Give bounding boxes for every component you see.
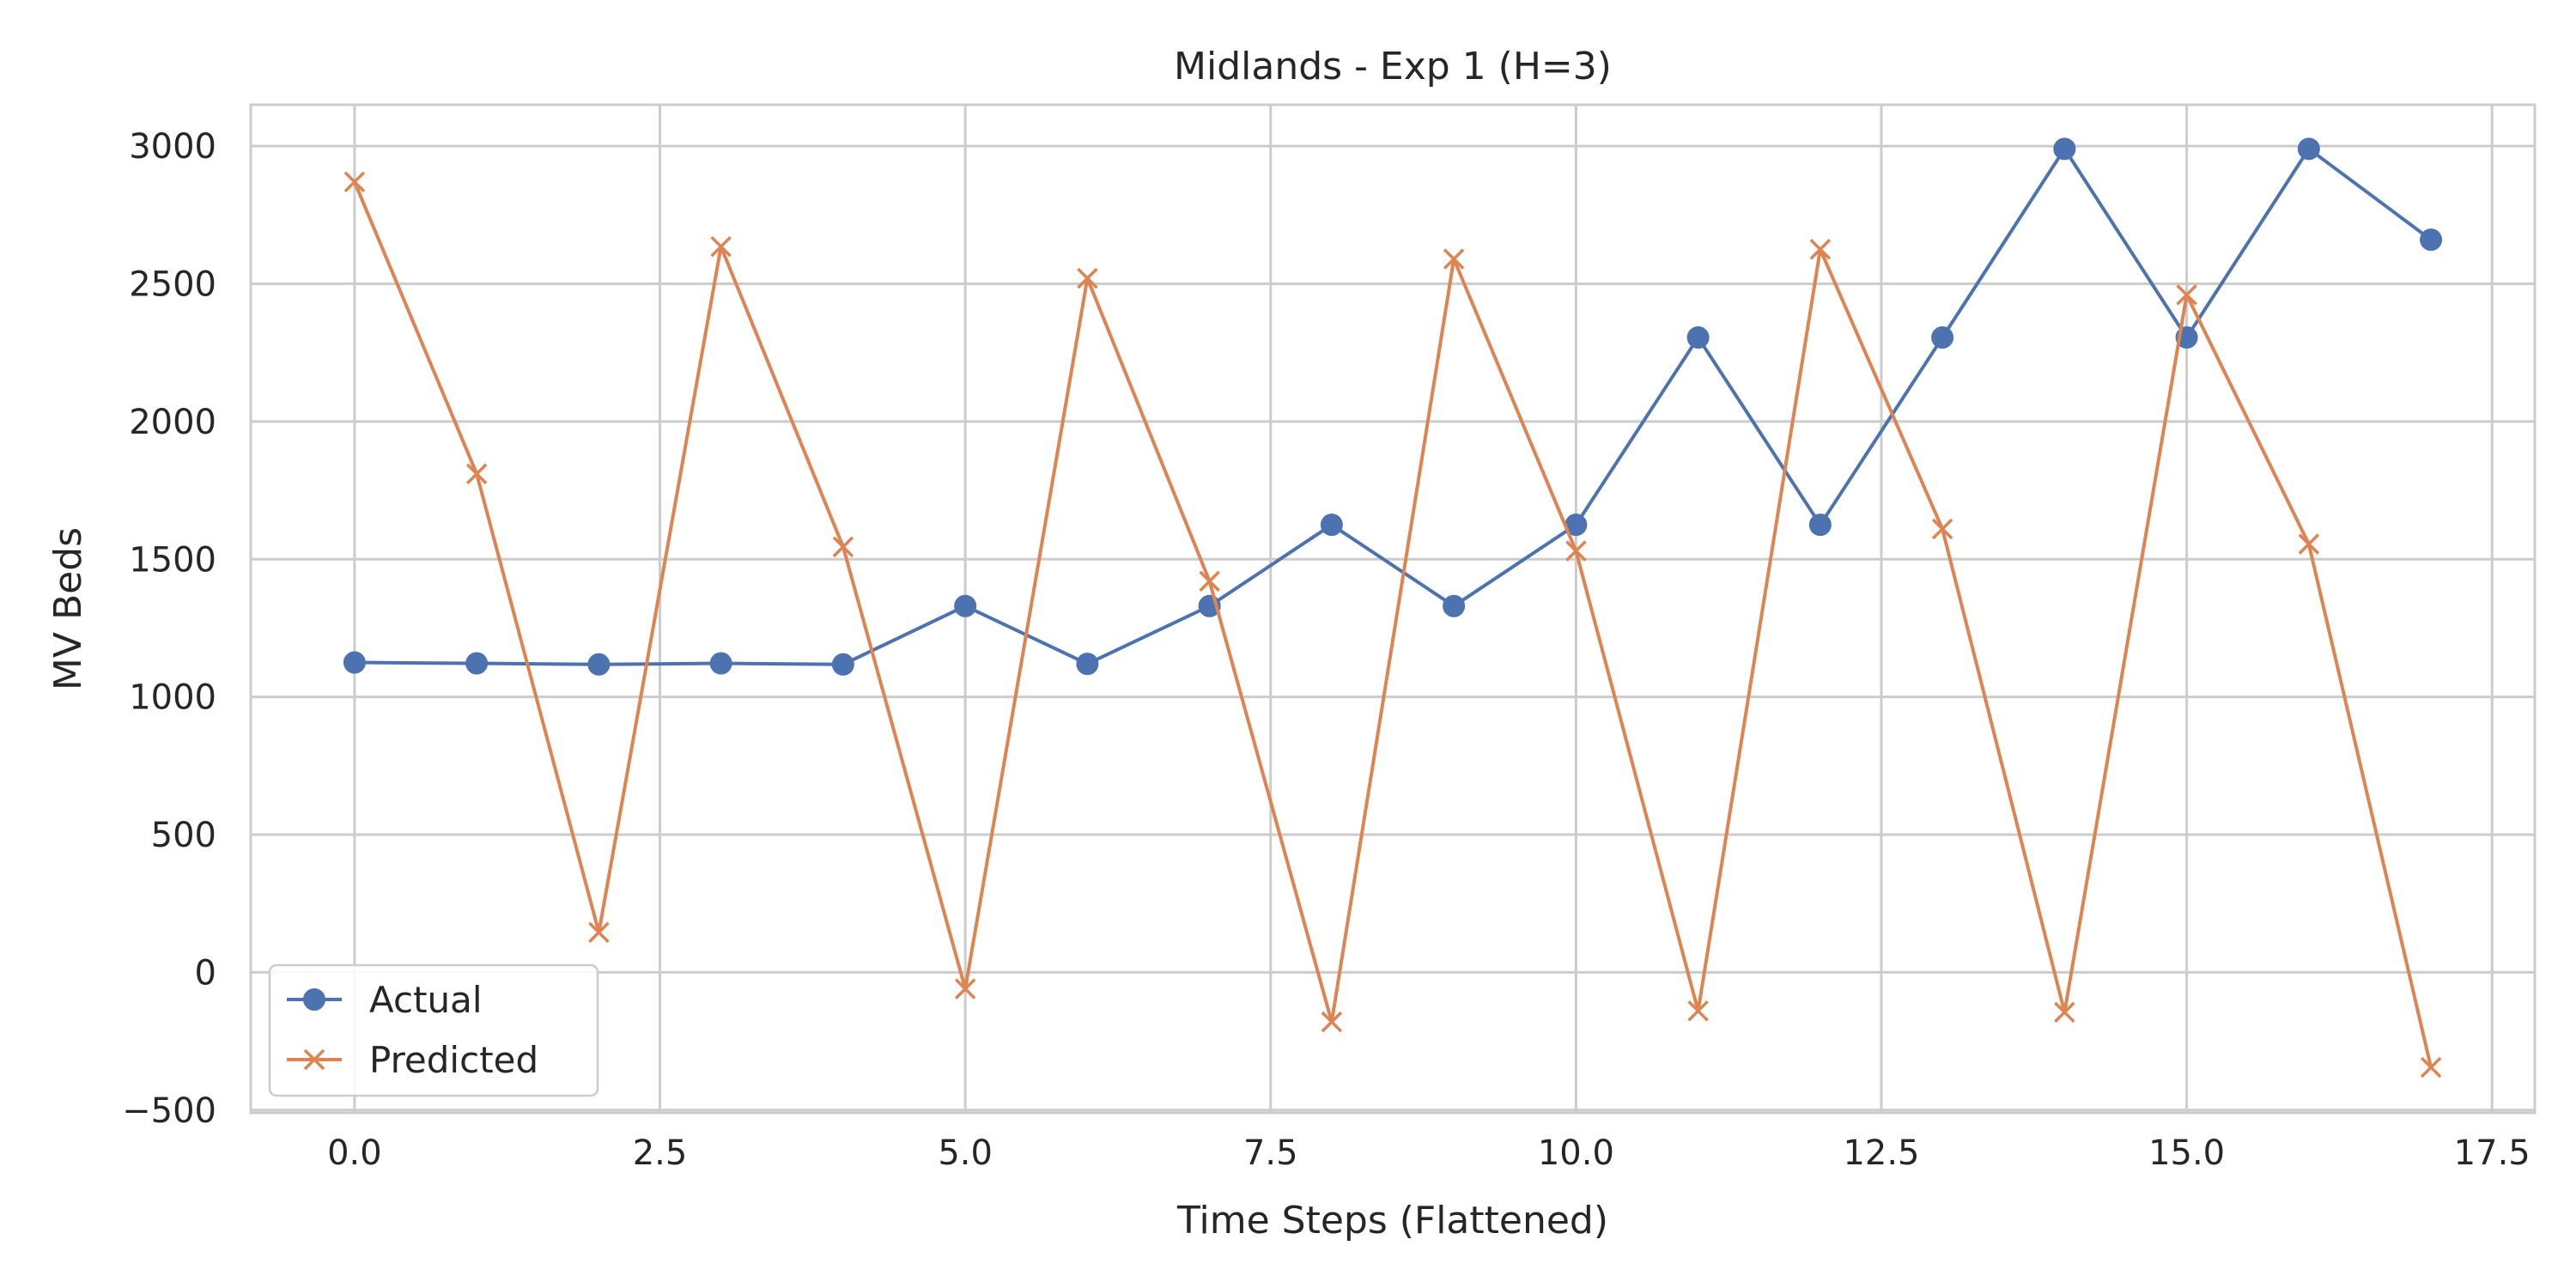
data-point-actual [343,651,366,674]
chart-title: Midlands - Exp 1 (H=3) [1174,45,1612,88]
y-tick-label: 3000 [129,127,216,167]
data-point-actual [1686,326,1710,349]
marker-stroke [1565,540,1587,562]
grid [251,105,2535,1113]
marker-stroke [2420,1056,2442,1078]
y-tick-label: −500 [122,1091,216,1131]
data-point-predicted [2176,284,2197,306]
data-point-predicted [1931,518,1953,540]
x-tick-label: 17.5 [2454,1133,2530,1173]
plot-frame [249,103,2537,1115]
data-point-actual [2053,137,2076,161]
marker-stroke [2054,1001,2075,1024]
data-point-actual [954,594,977,617]
x-tick-label: 10.0 [1538,1133,1614,1173]
x-tick-label: 12.5 [1843,1133,1919,1173]
y-tick-label: 1000 [129,678,216,718]
x-tick-label: 0.0 [327,1133,382,1173]
x-tick-label: 15.0 [2148,1133,2225,1173]
data-point-actual [1076,653,1099,676]
data-point-predicted [2054,1001,2075,1024]
series-line-actual [354,147,2433,666]
data-point-actual [1320,513,1343,537]
marker-stroke [1077,267,1098,289]
legend-box [268,963,599,1097]
data-point-actual [1808,513,1832,537]
data-point-predicted [832,536,854,558]
data-point-predicted [1809,239,1832,260]
y-tick-label: 2500 [129,264,216,304]
series-layer [343,137,2443,1078]
data-point-actual [2420,228,2443,252]
marker-stroke [1321,1011,1343,1033]
y-axis-label: MV Beds [46,527,90,690]
data-point-predicted [1199,570,1220,592]
marker-stroke [2176,284,2197,306]
y-tick-label: 1500 [129,540,216,580]
data-point-actual [1443,594,1466,617]
marker-stroke [710,235,732,258]
marker-stroke [588,921,610,944]
data-point-predicted [2298,533,2320,555]
marker-stroke [954,978,976,999]
legend: Actual Predicted [268,963,599,1097]
y-tick-label: 500 [151,816,216,855]
marker-stroke [1443,248,1465,270]
data-point-actual [1931,326,1954,349]
data-point-actual [709,652,732,675]
data-point-predicted [954,978,976,999]
data-point-predicted [1687,1000,1709,1022]
marker-stroke [832,536,854,558]
legend-entry-predicted: Predicted [287,1039,538,1081]
marker-stroke [2298,533,2320,555]
y-axis-ticks: −500 0 500 1000 1500 2000 2500 3000 [122,127,216,1131]
data-point-actual [2297,137,2320,161]
legend-label: Predicted [369,1039,538,1081]
data-point-predicted [343,171,366,193]
series-line-predicted [353,181,2433,1068]
legend-label: Actual [369,979,483,1021]
x-tick-label: 2.5 [633,1133,688,1173]
data-point-actual [587,653,611,676]
x-axis-ticks: 0.0 2.5 5.0 7.5 10.0 12.5 15.0 17.5 [327,1133,2530,1173]
marker-stroke [343,171,366,193]
data-point-predicted [710,235,732,258]
marker-stroke [1931,518,1953,540]
data-point-predicted [1443,248,1465,270]
data-point-predicted [1077,267,1098,289]
marker-stroke [465,463,488,485]
data-point-predicted [2420,1056,2442,1078]
data-point-actual [465,652,489,675]
marker-stroke [1199,570,1220,592]
y-tick-label: 0 [195,953,216,993]
marker-stroke [1687,1000,1709,1022]
data-point-predicted [588,921,610,944]
marker-stroke [303,1048,325,1071]
marker-stroke [1809,239,1832,260]
legend-entry-actual: Actual [287,979,483,1021]
series-predicted [343,171,2442,1078]
legend-swatch-marker [303,988,325,1011]
x-axis-label: Time Steps (Flattened) [1176,1199,1608,1242]
x-tick-label: 5.0 [938,1133,993,1173]
data-point-predicted [1321,1011,1343,1033]
data-point-predicted [465,463,488,485]
data-point-actual [831,653,854,676]
data-point-predicted [1565,540,1587,562]
y-tick-label: 2000 [129,403,216,442]
legend-swatch-marker [303,1048,325,1071]
x-tick-label: 7.5 [1243,1133,1298,1173]
